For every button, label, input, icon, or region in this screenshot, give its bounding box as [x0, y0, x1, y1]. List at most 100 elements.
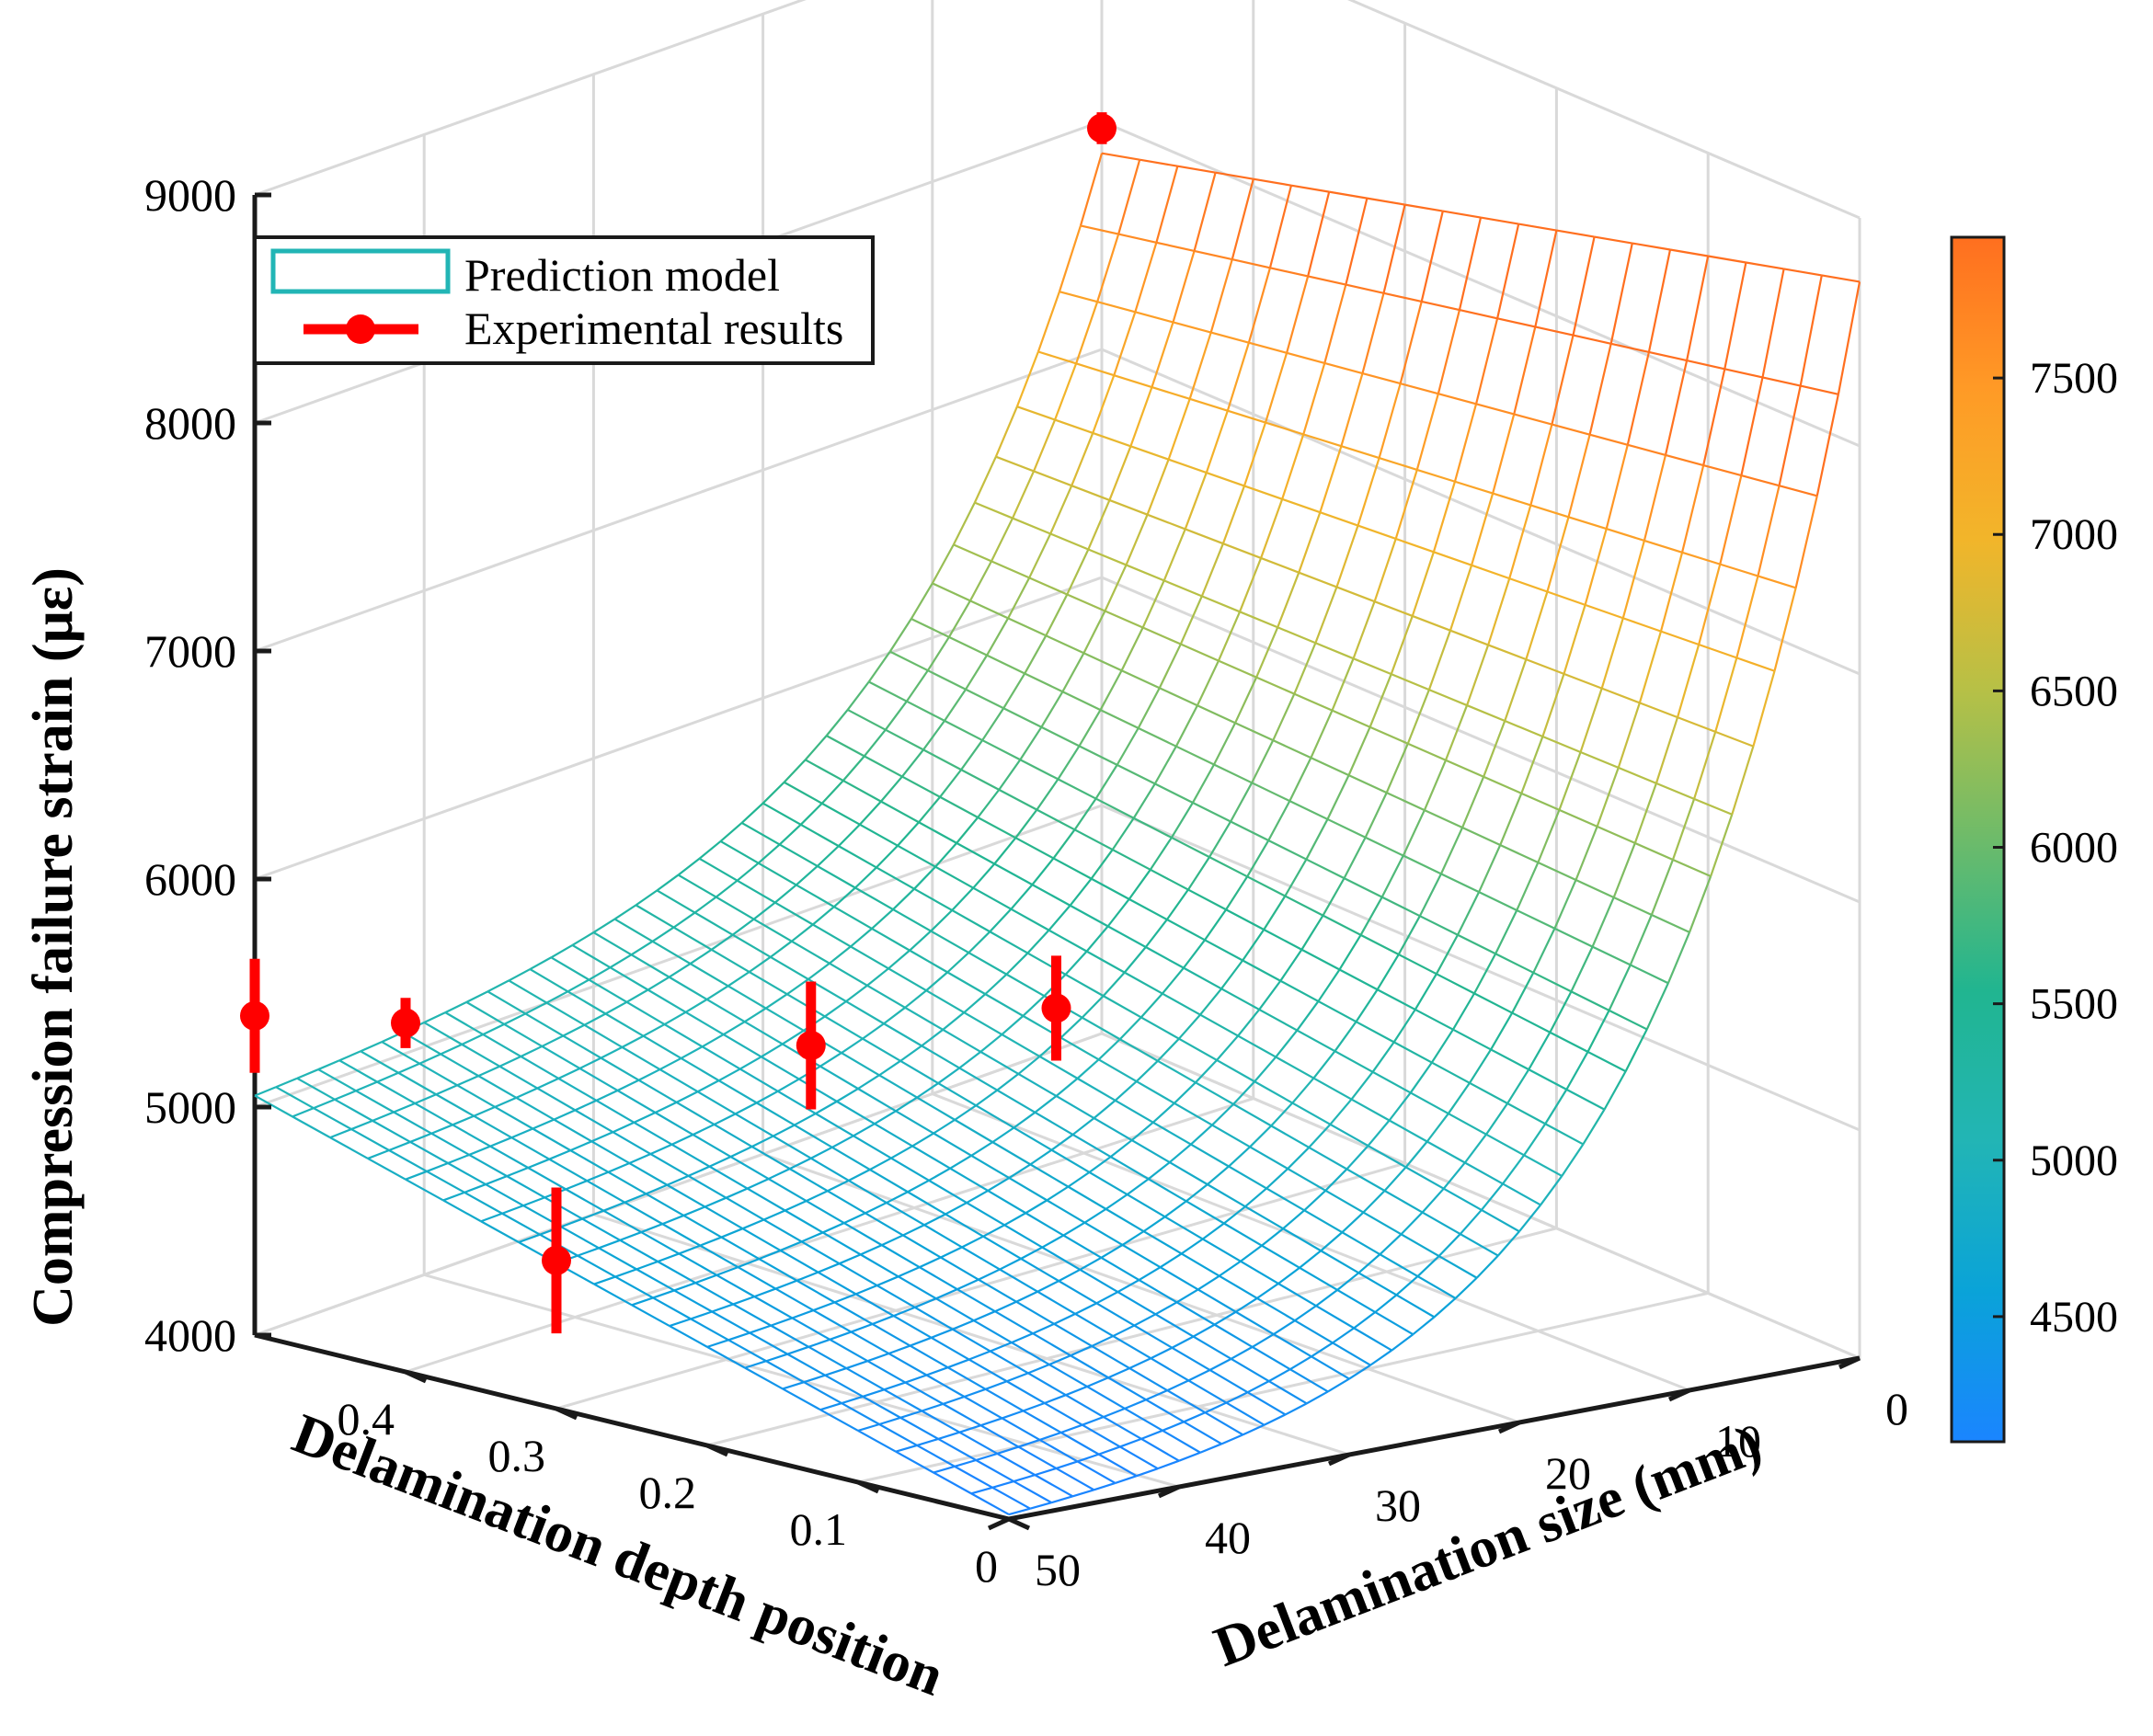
data-point: [542, 1245, 571, 1275]
mesh-line: [1719, 474, 1743, 565]
mesh-line: [984, 973, 1008, 995]
mesh-line: [1606, 528, 1645, 542]
mesh-line: [1176, 1301, 1216, 1326]
mesh-line: [1660, 630, 1700, 646]
mesh-line: [1112, 1324, 1135, 1338]
mesh-line: [925, 971, 948, 992]
mesh-line: [657, 1252, 680, 1263]
mesh-line: [1457, 891, 1481, 936]
mesh-line: [1199, 1013, 1239, 1037]
mesh-line: [487, 990, 526, 1015]
mesh-line: [1181, 1238, 1204, 1255]
mesh-line: [649, 1143, 672, 1156]
mesh-line: [965, 655, 989, 691]
mesh-line: [1475, 403, 1515, 416]
mesh-line: [991, 1141, 1031, 1166]
mesh-line: [1083, 1207, 1107, 1224]
mesh-line: [831, 1135, 854, 1148]
mesh-line: [678, 1252, 717, 1276]
mesh-line: [1119, 1437, 1142, 1448]
mesh-line: [1392, 1009, 1416, 1043]
mesh-line: [1561, 1143, 1585, 1177]
mesh-line: [1537, 809, 1561, 863]
mesh-line: [690, 963, 729, 988]
mesh-line: [604, 1000, 628, 1015]
mesh-line: [866, 1360, 906, 1384]
legend: Prediction model Experimental results: [253, 235, 875, 365]
mesh-line: [485, 1175, 508, 1186]
mesh-line: [1066, 549, 1090, 595]
mesh-line: [1045, 634, 1084, 655]
mesh-line: [1303, 1189, 1327, 1212]
mesh-line: [487, 979, 510, 993]
mesh-line: [1284, 859, 1308, 897]
mesh-line: [595, 1099, 636, 1124]
mesh-line: [1345, 198, 1369, 285]
mesh-line: [489, 1136, 512, 1148]
mesh-line: [954, 1458, 977, 1468]
mesh-line: [727, 971, 750, 988]
mesh-line: [1166, 1379, 1189, 1392]
mesh-line: [1017, 1445, 1058, 1469]
colorbar-tick-label: 6500: [2030, 667, 2118, 715]
mesh-line: [1012, 470, 1036, 520]
mesh-line: [1117, 1279, 1140, 1294]
mesh-line: [628, 1153, 651, 1165]
mesh-line: [1281, 497, 1321, 514]
mesh-line: [1381, 896, 1421, 918]
mesh-line: [899, 1045, 922, 1062]
mesh-line: [848, 1179, 888, 1205]
mesh-line: [697, 1091, 737, 1115]
mesh-line: [1314, 587, 1338, 644]
data-point: [391, 1008, 420, 1038]
mesh-line: [1091, 1344, 1130, 1369]
mesh-line: [636, 1268, 675, 1292]
mesh-line: [1504, 720, 1543, 738]
mesh-line: [1079, 1256, 1102, 1271]
mesh-line: [1559, 808, 1598, 828]
mesh-line: [647, 976, 670, 991]
mesh-line: [1214, 1310, 1237, 1326]
mesh-line: [850, 928, 873, 948]
mesh-line: [693, 1123, 716, 1136]
mesh-line: [930, 930, 969, 954]
mesh-line: [1121, 669, 1161, 690]
mesh-line: [770, 955, 809, 980]
mesh-line: [334, 1090, 357, 1101]
mesh-line: [969, 600, 1009, 620]
x-tick-label: 0.1: [790, 1503, 848, 1555]
mesh-line: [1109, 498, 1148, 516]
mesh-line: [1353, 657, 1392, 676]
mesh-line: [1504, 658, 1528, 722]
mesh-line: [1412, 614, 1451, 632]
mesh-line: [1317, 968, 1341, 1002]
mesh-line: [1291, 1077, 1315, 1104]
mesh-line: [625, 988, 649, 1003]
mesh-line: [652, 1289, 675, 1299]
mesh-line: [1017, 1056, 1041, 1075]
mesh-line: [1055, 1095, 1095, 1119]
mesh-line: [317, 1068, 357, 1092]
mesh-line: [1454, 480, 1494, 495]
mesh-line: [1263, 929, 1302, 951]
mesh-line: [602, 1209, 642, 1234]
mesh-line: [757, 843, 781, 864]
mesh-line: [1402, 809, 1426, 857]
mesh-line: [994, 405, 1018, 458]
mesh-line: [1341, 1231, 1380, 1256]
mesh-line: [1334, 1021, 1357, 1052]
y-tick-label: 30: [1375, 1479, 1421, 1531]
mesh-line: [1107, 1376, 1147, 1401]
mesh-line: [1541, 673, 1565, 737]
mesh-line: [1067, 1185, 1107, 1210]
mesh-line: [1449, 629, 1489, 646]
mesh-line: [1071, 1117, 1095, 1136]
mesh-line: [1430, 1029, 1454, 1064]
mesh-line: [661, 1223, 701, 1247]
mesh-line: [1356, 1021, 1395, 1044]
mesh-line: [565, 1188, 604, 1212]
mesh-line: [1303, 1209, 1343, 1234]
mesh-line: [329, 1136, 369, 1159]
mesh-line: [1585, 603, 1624, 620]
mesh-line: [637, 1079, 678, 1103]
